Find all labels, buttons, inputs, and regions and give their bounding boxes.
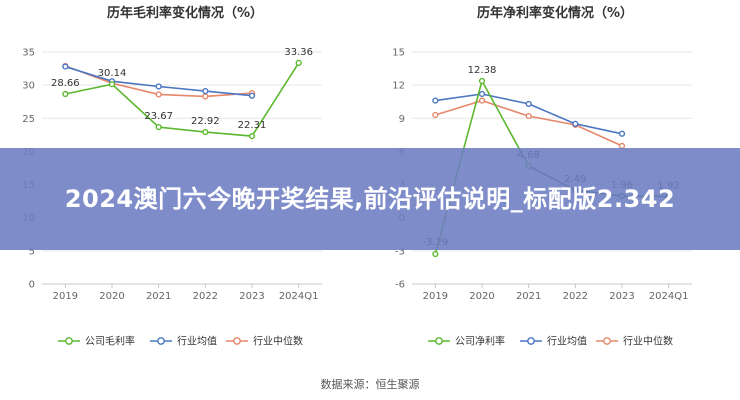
series-line-0: [65, 62, 300, 137]
x-tick-label: 2019: [423, 291, 448, 302]
data-point: [108, 81, 116, 88]
data-point: [62, 63, 69, 70]
legend-label: 行业中位数: [623, 335, 673, 348]
y-tick-label: 5: [29, 246, 35, 257]
chart-title: 历年毛利率变化情况（%）: [107, 5, 263, 21]
headline-banner: 2024澳门六今晚开奖结果,前沿评估说明_标配版2.342: [0, 148, 740, 250]
legend-label: 行业均值: [177, 335, 217, 348]
series-line-3: [435, 99, 623, 147]
data-source-note: 数据来源：恒生聚源: [320, 378, 420, 391]
legend-label: 行业均值: [547, 335, 587, 348]
y-tick-label: 15: [392, 48, 405, 59]
legend-label: 行业中位数: [253, 335, 303, 348]
data-point: [202, 88, 209, 95]
data-point: [478, 77, 486, 85]
data-label: 22.92: [191, 116, 220, 127]
data-point: [295, 59, 302, 66]
x-tick-label: 2023: [609, 291, 634, 302]
legend-swatch-marker: [527, 337, 535, 345]
data-point: [202, 128, 209, 136]
data-point: [432, 250, 439, 258]
y-tick-label: -6: [395, 280, 405, 291]
x-tick-label: 2020: [99, 291, 124, 302]
data-point: [62, 90, 69, 98]
data-label: 12.38: [468, 65, 497, 76]
data-point: [155, 91, 162, 98]
data-point: [478, 97, 486, 104]
legend-swatch-marker: [233, 337, 241, 345]
data-point: [478, 90, 486, 98]
y-tick-label: 35: [22, 48, 35, 59]
data-label: 30.14: [98, 68, 127, 79]
x-tick-label: 2020: [469, 291, 494, 302]
legend-label: 公司毛利率: [85, 335, 135, 348]
data-point: [525, 112, 532, 120]
legend-swatch-marker: [65, 337, 73, 345]
data-point: [248, 92, 256, 99]
headline-text: 2024澳门六今晚开奖结果,前沿评估说明_标配版2.342: [64, 185, 676, 213]
x-tick-label: 2021: [146, 291, 171, 302]
x-tick-label: 2024Q1: [649, 291, 689, 302]
y-tick-label: 30: [22, 81, 35, 92]
data-point: [525, 100, 532, 108]
x-tick-label: 2022: [193, 291, 218, 302]
data-point: [572, 120, 579, 127]
x-tick-label: 2023: [239, 291, 264, 302]
data-point: [432, 111, 439, 119]
x-tick-label: 2021: [516, 291, 541, 302]
data-point: [432, 97, 439, 104]
legend-label: 公司净利率: [455, 335, 505, 348]
y-tick-label: 12: [392, 81, 405, 92]
legend-swatch-marker: [157, 337, 165, 345]
data-point: [618, 130, 626, 137]
data-label: 23.67: [144, 111, 173, 122]
y-tick-label: 25: [22, 114, 35, 125]
x-tick-label: 2022: [563, 291, 588, 302]
data-label: 22.31: [238, 120, 267, 131]
legend-swatch-marker: [603, 337, 611, 345]
data-label: 28.66: [51, 78, 80, 89]
x-tick-label: 2024Q1: [279, 291, 319, 302]
y-tick-label: 9: [399, 114, 405, 125]
y-tick-label: 0: [29, 280, 35, 291]
data-point: [155, 83, 162, 90]
legend-swatch-marker: [435, 337, 443, 345]
data-point: [155, 124, 162, 131]
data-point: [202, 93, 209, 100]
data-point: [248, 133, 256, 140]
y-tick-label: -3: [395, 246, 405, 257]
data-label: 33.36: [284, 47, 313, 58]
chart-title: 历年净利率变化情况（%）: [477, 5, 633, 21]
x-tick-label: 2019: [53, 291, 78, 302]
